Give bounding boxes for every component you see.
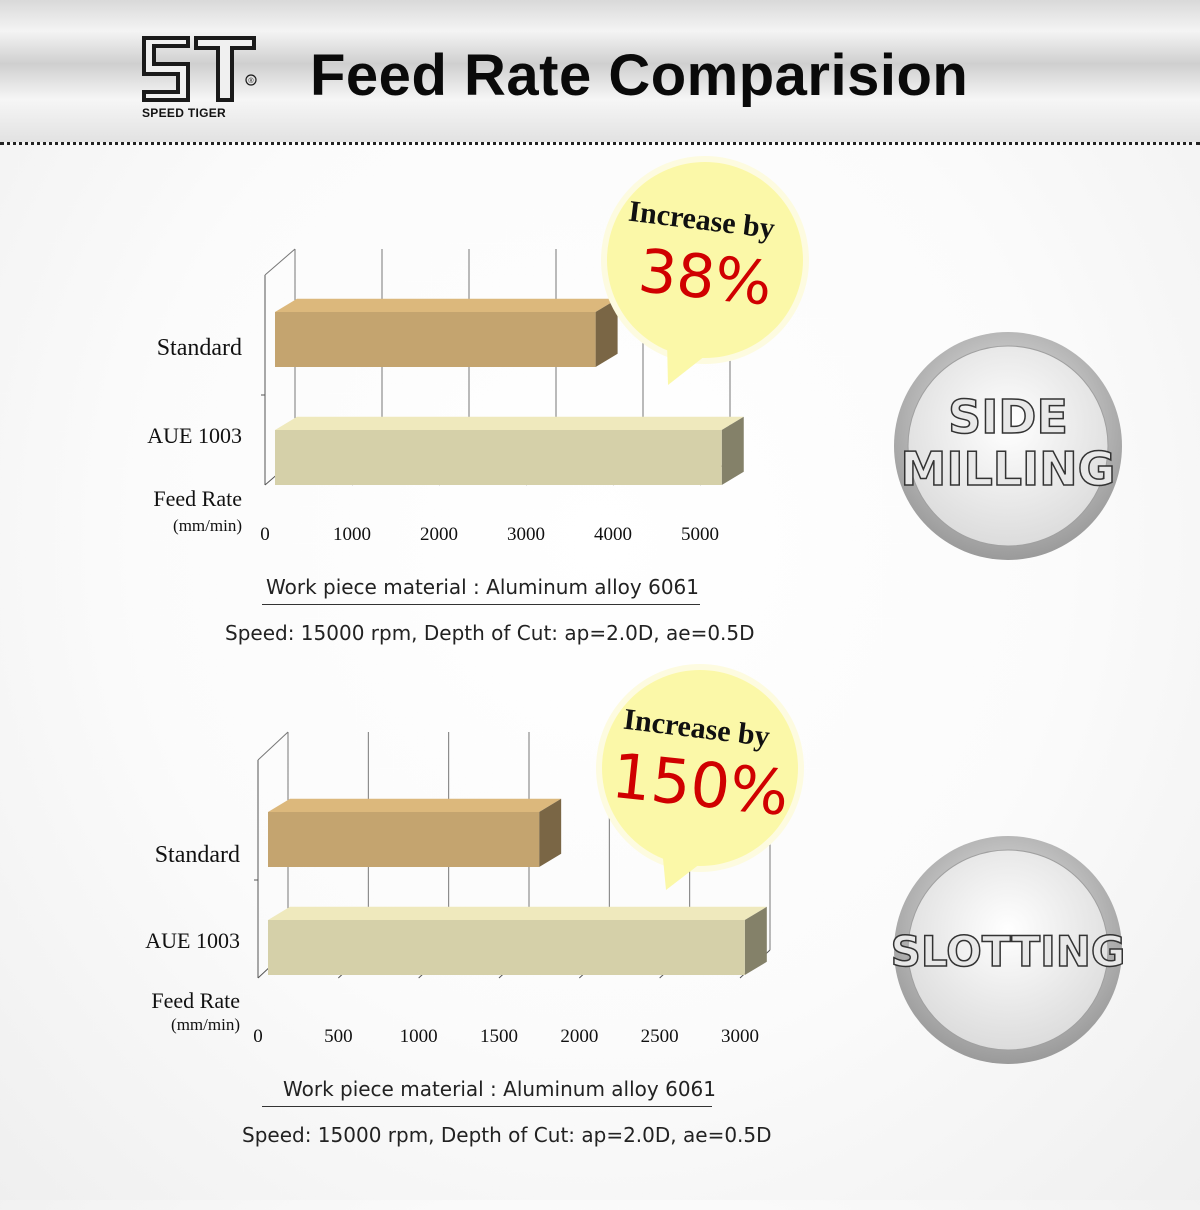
standard-bar xyxy=(268,798,562,867)
x-tick-label: 5000 xyxy=(681,524,719,545)
chart2-speed-caption: Speed: 15000 rpm, Depth of Cut: ap=2.0D,… xyxy=(242,1123,772,1147)
axis-edge xyxy=(257,731,289,761)
aue1003-label: AUE 1003 xyxy=(147,423,242,448)
x-tick-label: 3000 xyxy=(507,524,545,545)
aue1003-bar xyxy=(275,416,744,485)
chart2-material-caption: Work piece material : Aluminum alloy 606… xyxy=(283,1077,716,1101)
badge-percent: 38% xyxy=(635,236,775,320)
bar-side xyxy=(721,416,744,485)
x-tick-label: 0 xyxy=(253,1026,263,1047)
bar-front xyxy=(268,812,540,867)
bar-side xyxy=(744,906,767,975)
x-axis-unit: (mm/min) xyxy=(173,516,242,535)
x-tick-label: 500 xyxy=(324,1026,353,1047)
x-tick-label: 2500 xyxy=(641,1026,679,1047)
registered-mark: ® xyxy=(248,77,254,85)
header-divider xyxy=(0,142,1200,145)
x-tick-label: 1000 xyxy=(400,1026,438,1047)
chart1-material-caption: Work piece material : Aluminum alloy 606… xyxy=(266,575,699,599)
badge-circle xyxy=(607,162,803,358)
x-tick-label: 4000 xyxy=(594,524,632,545)
axis-edge xyxy=(264,248,296,276)
x-axis-unit: (mm/min) xyxy=(171,1015,240,1034)
bar-front xyxy=(275,430,722,485)
x-tick-label: 0 xyxy=(260,524,270,545)
standard-label: Standard xyxy=(157,335,242,361)
bar-top xyxy=(275,416,744,430)
speed-tiger-logo: ® xyxy=(142,36,257,102)
side-label: SIDE xyxy=(948,390,1068,444)
side-milling-chart: 0 1000 2000 3000 4000 5000 Standard AUE 1003 Fee… xyxy=(147,156,809,545)
page-title: Feed Rate Comparision xyxy=(310,43,969,108)
chart1-caption-underline xyxy=(262,604,700,605)
header-banner xyxy=(0,0,1200,142)
bar-front xyxy=(268,920,745,975)
chart2-caption-underline xyxy=(262,1106,712,1107)
side-milling-badge: SIDE MILLING xyxy=(892,330,1124,562)
aue1003-label: AUE 1003 xyxy=(145,928,240,953)
standard-label: Standard xyxy=(155,842,240,868)
bar-side xyxy=(595,298,618,367)
aue1003-bar xyxy=(268,906,767,975)
x-axis-title: Feed Rate xyxy=(153,486,242,511)
badge-circle xyxy=(602,670,798,866)
brand-name: SPEED TIGER xyxy=(142,106,226,120)
bar-top xyxy=(268,906,767,920)
slotting-badge: SLOTTING xyxy=(890,834,1126,1066)
x-axis-title: Feed Rate xyxy=(151,988,240,1013)
milling-label: MILLING xyxy=(901,442,1116,496)
x-tick-label: 1000 xyxy=(333,524,371,545)
bar-front xyxy=(275,312,596,367)
slotting-label: SLOTTING xyxy=(892,927,1124,976)
x-tick-label: 3000 xyxy=(721,1026,759,1047)
x-tick-label: 2000 xyxy=(420,524,458,545)
bar-top xyxy=(275,298,618,312)
x-tick-label: 1500 xyxy=(480,1026,518,1047)
slotting-chart: 0 500 1000 1500 2000 2500 3000 Standard AUE 1003… xyxy=(145,664,804,1047)
standard-bar xyxy=(275,298,618,367)
x-tick-label: 2000 xyxy=(560,1026,598,1047)
bar-top xyxy=(268,798,562,812)
chart1-speed-caption: Speed: 15000 rpm, Depth of Cut: ap=2.0D,… xyxy=(225,621,755,645)
bar-side xyxy=(539,798,562,867)
